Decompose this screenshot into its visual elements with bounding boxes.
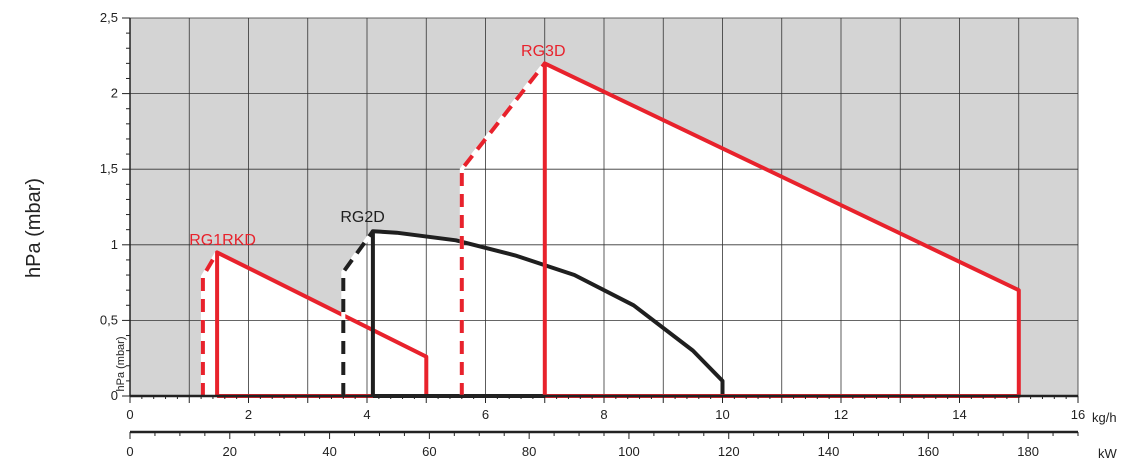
series-label-rg3d: RG3D: [521, 43, 565, 60]
x-tick-label: 8: [600, 407, 607, 422]
x2-tick-label: 180: [1017, 444, 1039, 459]
y-axis-label: hPa (mbar): [23, 178, 45, 278]
x-tick-label: 2: [245, 407, 252, 422]
x2-tick-label: 120: [718, 444, 740, 459]
x-axis-unit: kg/h: [1092, 410, 1117, 425]
x-tick-label: 16: [1071, 407, 1085, 422]
dashed-curve-rg3d: [459, 62, 547, 396]
x-tick-label: 6: [482, 407, 489, 422]
dashed-curve-rg1rkd: [200, 251, 219, 396]
x2-tick-label: 40: [322, 444, 336, 459]
y-tick-label: 2,5: [100, 10, 118, 25]
x2-tick-label: 100: [618, 444, 640, 459]
x-tick-label: 4: [363, 407, 370, 422]
dashed-curve-rg2d: [341, 230, 375, 396]
y-tick-label: 2: [111, 86, 118, 101]
x2-tick-label: 140: [818, 444, 840, 459]
x2-tick-label: 20: [223, 444, 237, 459]
labels: hPa (mbar) hPa (mbar) kg/h kW RG1RKD RG2D…: [23, 43, 1118, 459]
y-tick-label: 1,5: [100, 161, 118, 176]
y-tick-label: 0,5: [100, 312, 118, 327]
x-tick-label: 10: [715, 407, 729, 422]
x2-tick-label: 80: [522, 444, 536, 459]
x2-tick-label: 60: [422, 444, 436, 459]
y-axis-label-small: hPa (mbar): [115, 336, 127, 391]
x2-axis-unit: kW: [1098, 446, 1118, 459]
axes: 00,511,522,50 2 4 6 8 10 12 14 160 20 40 60 80 100 120…: [100, 10, 1085, 459]
x2-tick-label: 160: [917, 444, 939, 459]
x2-tick-label: 0: [126, 444, 133, 459]
series-label-rg2d: RG2D: [340, 209, 384, 226]
working-areas: [202, 63, 1019, 397]
y-tick-label: 0: [111, 388, 118, 403]
solid-curve-rg2d: [370, 229, 725, 398]
x-tick-label: 14: [952, 407, 966, 422]
x-tick-label: 0: [126, 407, 133, 422]
working-area-rg3d: [461, 63, 1019, 397]
y-tick-label: 1: [111, 237, 118, 252]
series-label-rg1rkd: RG1RKD: [189, 232, 256, 249]
x-tick-label: 12: [834, 407, 848, 422]
